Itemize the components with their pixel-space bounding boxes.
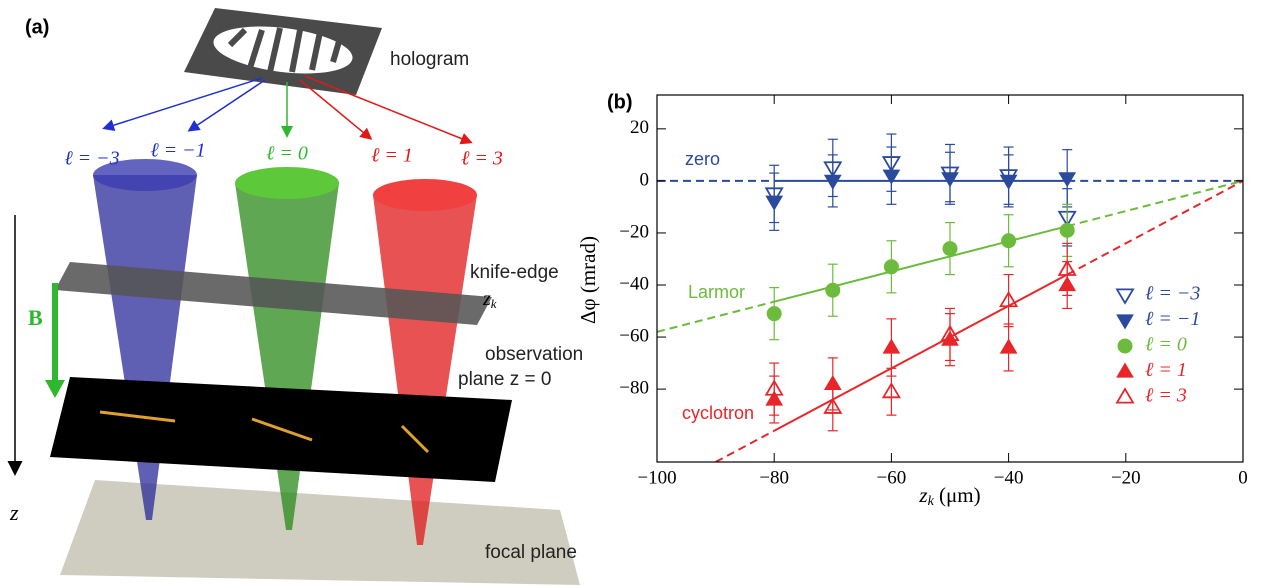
knife-edge-plane <box>55 262 492 325</box>
order-label: ℓ = 1 <box>371 145 413 167</box>
fit-line <box>1066 180 1243 276</box>
observation-label: observation <box>485 344 583 365</box>
data-point <box>764 379 784 396</box>
y-tick-label: −20 <box>619 221 649 242</box>
x-axis-label: zk (μm) <box>918 483 980 509</box>
data-point <box>942 241 958 257</box>
data-point <box>882 338 901 354</box>
y-tick-label: −80 <box>619 377 649 398</box>
data-point <box>1059 222 1075 238</box>
knife-edge-label: knife-edge <box>470 262 559 283</box>
hologram-fringes <box>227 27 343 73</box>
fit-line <box>657 300 775 333</box>
fit-label: zero <box>685 149 720 169</box>
axis-label: z <box>9 500 19 525</box>
fit-line <box>773 273 1068 432</box>
panel-a: (a) hologram ℓ = −3 ℓ = −1 ℓ = 0 ℓ = 1 ℓ… <box>7 8 583 585</box>
fit-line <box>1066 179 1243 228</box>
fit-line <box>773 225 1068 303</box>
legend-marker <box>1116 362 1134 378</box>
x-tick-label: −60 <box>877 467 907 488</box>
order-label: ℓ = −1 <box>150 140 205 162</box>
data-point <box>999 290 1019 308</box>
data-point <box>941 172 959 188</box>
observation-label: plane z = 0 <box>458 369 552 390</box>
y-tick-label: 0 <box>640 169 650 190</box>
x-tick-label: −80 <box>759 467 789 488</box>
y-tick-label: −60 <box>619 325 649 346</box>
plot-frame <box>656 94 1244 463</box>
symbol-sub: k <box>491 296 497 311</box>
data-point <box>823 174 842 190</box>
fit-label: Larmor <box>688 282 745 302</box>
data-point <box>1001 233 1017 249</box>
x-tick-label: −40 <box>994 467 1024 488</box>
order-label: ℓ = 0 <box>266 143 308 165</box>
knife-edge-symbol: zk <box>482 288 497 311</box>
hologram-label: hologram <box>390 49 469 70</box>
y-tick-label: −40 <box>619 273 649 294</box>
legend-label: ℓ = 3 <box>1145 385 1187 407</box>
label-main: z <box>918 483 927 507</box>
y-tick-label: 20 <box>630 117 649 138</box>
data-point <box>766 306 782 322</box>
legend-marker <box>1117 338 1133 354</box>
legend-label: ℓ = −3 <box>1145 283 1200 305</box>
data-point <box>999 338 1018 354</box>
field-arrow-head <box>45 380 65 398</box>
data-point <box>999 174 1018 190</box>
legend-marker <box>1116 314 1134 330</box>
fit-line <box>715 429 775 462</box>
x-tick-label: −20 <box>1111 467 1141 488</box>
data-point <box>1057 259 1077 276</box>
beam-cones <box>93 159 477 545</box>
data-point <box>823 397 843 414</box>
diffraction-arrows <box>102 75 473 145</box>
panel-b: (b) zk (μm) Δφ (mrad) −100 −80 −60 −40 −20 0 2… <box>576 91 1248 509</box>
data-point <box>1058 172 1077 188</box>
legend-marker <box>1115 288 1135 305</box>
data-point <box>765 195 784 211</box>
legend-label: ℓ = 0 <box>1145 334 1187 356</box>
data-point <box>882 169 901 185</box>
focal-plane <box>60 480 580 585</box>
field-label: B <box>28 305 43 330</box>
legend-marker <box>1115 387 1135 404</box>
order-label: ℓ = 3 <box>461 148 503 170</box>
plot-area <box>657 133 1243 462</box>
y-axis-label: Δφ (mrad) <box>576 236 600 324</box>
panel-label: (a) <box>25 16 49 38</box>
legend-label: ℓ = −1 <box>1145 308 1200 330</box>
focal-plane-label: focal plane <box>485 542 577 563</box>
label-sub: k <box>928 494 935 509</box>
data-point <box>940 324 960 341</box>
knife-edge-marks <box>99 410 430 454</box>
legend-label: ℓ = 1 <box>1145 359 1187 381</box>
data-point <box>825 282 841 298</box>
symbol-main: z <box>482 288 491 310</box>
fit-label: cyclotron <box>682 403 754 423</box>
data-point <box>881 381 901 399</box>
x-tick-label: −100 <box>637 467 676 488</box>
data-point <box>883 259 899 275</box>
panel-label: (b) <box>607 91 633 113</box>
x-tick-label: 0 <box>1238 467 1248 488</box>
label-unit: (μm) <box>934 483 981 507</box>
order-label: ℓ = −3 <box>64 148 119 170</box>
